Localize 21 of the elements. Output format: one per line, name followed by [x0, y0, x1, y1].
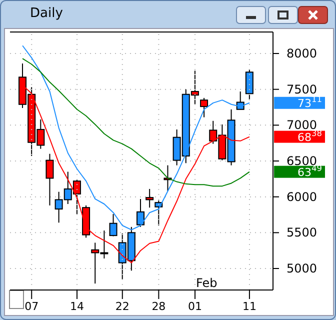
x-tick-label: 01: [188, 300, 202, 313]
line-series: [22, 58, 250, 187]
chart-title: Daily: [30, 6, 63, 21]
y-tick-label: 6000: [286, 190, 317, 204]
x-tick-label: 07: [24, 300, 39, 313]
candlestick: [46, 153, 54, 206]
x-tick-label: 14: [70, 300, 84, 313]
candlestick: [200, 97, 208, 118]
x-tick-label: 22: [115, 300, 130, 313]
candlestick: [245, 68, 254, 101]
candlestick: [236, 90, 244, 110]
y-tick-label: 7500: [286, 82, 317, 96]
candlestick: [136, 198, 144, 228]
candlestick: [146, 188, 154, 208]
x-tick-label: 11: [242, 300, 256, 313]
y-tick-label: 5500: [286, 226, 317, 240]
x-tick-label: 28: [152, 300, 166, 313]
candlestick: [154, 200, 163, 226]
annotation: Feb: [196, 276, 218, 290]
y-tick-label: 8000: [286, 46, 317, 60]
y-tick-label: 5000: [286, 262, 317, 276]
